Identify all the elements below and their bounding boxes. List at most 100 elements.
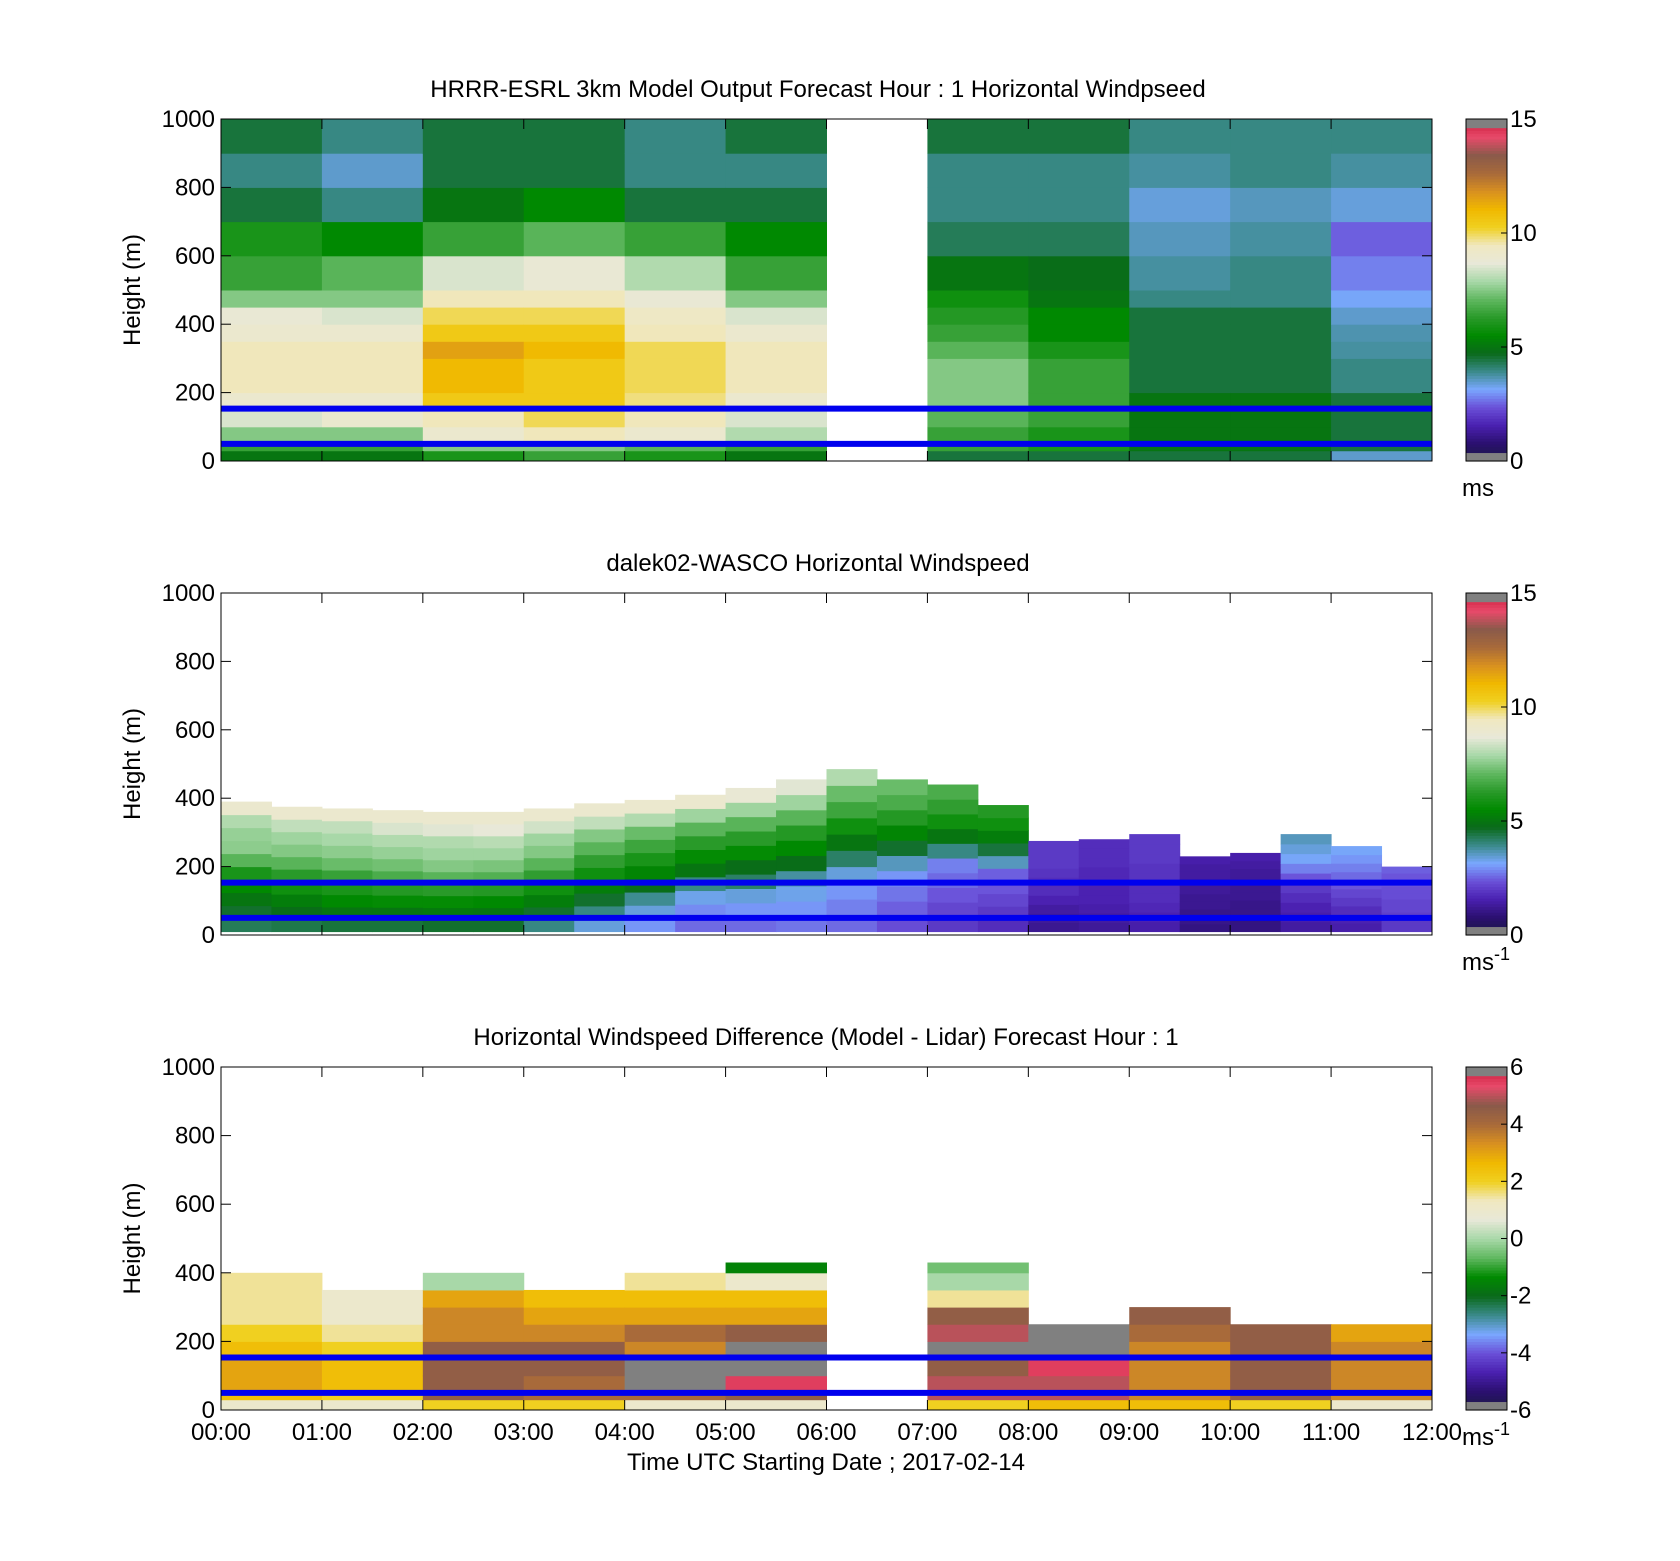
reference-lines — [221, 1354, 1432, 1396]
heatmap-cell — [1331, 119, 1433, 154]
heatmap-cell — [725, 831, 777, 846]
colorbar-swatch — [1466, 215, 1507, 220]
heatmap-cell — [1280, 873, 1332, 884]
colorbar-swatch — [1466, 426, 1507, 431]
heatmap-cell — [523, 307, 626, 325]
colorbar-swatch — [1466, 1378, 1507, 1383]
heatmap-cell — [422, 847, 474, 861]
colorbar-swatch — [1466, 632, 1507, 637]
colorbar-swatch — [1466, 1372, 1507, 1377]
heatmap-cell — [1129, 450, 1231, 462]
heatmap-cell — [1078, 857, 1130, 868]
heatmap-cell — [927, 358, 1029, 394]
heatmap-cell — [776, 885, 827, 902]
colorbar-swatch — [1466, 235, 1507, 240]
heatmap-cell — [523, 833, 575, 846]
heatmap-cell — [321, 1358, 424, 1377]
heatmap-cell — [422, 811, 474, 825]
heatmap-cell — [221, 187, 323, 223]
heatmap-cell — [624, 1375, 727, 1390]
colorbar-swatch — [1466, 738, 1507, 742]
colorbar-swatch — [1466, 641, 1507, 645]
heatmap-cell — [1331, 1399, 1433, 1411]
colorbar-swatch — [1466, 352, 1507, 357]
colorbar-swatch — [1466, 627, 1507, 631]
heatmap-cell — [927, 1358, 1029, 1377]
colorbar-swatch — [1466, 809, 1507, 814]
colorbar-swatch — [1466, 398, 1507, 402]
colorbar-swatch — [1466, 903, 1507, 908]
heatmap-cell — [977, 805, 1029, 819]
heatmap-cell — [1230, 358, 1332, 394]
heatmap-cell — [1331, 221, 1433, 257]
heatmap-cell — [927, 341, 1029, 359]
heatmap-cell — [1280, 921, 1332, 933]
heatmap-cell — [675, 917, 727, 933]
colorbar-swatch — [1466, 455, 1507, 459]
heatmap-cell — [523, 119, 626, 154]
colorbar-swatch — [1466, 409, 1507, 414]
heatmap-cell — [725, 1262, 827, 1274]
colorbar-swatch — [1466, 1098, 1507, 1102]
colorbar-swatch — [1466, 261, 1507, 265]
colorbar-swatch — [1466, 281, 1507, 285]
colorbar-swatch — [1466, 1338, 1507, 1342]
colorbar-tick-label: 5 — [1510, 334, 1523, 361]
y-tick-label: 800 — [175, 648, 215, 675]
colorbar-swatch — [1466, 795, 1507, 799]
heatmap-cell — [574, 816, 626, 830]
colorbar-swatch — [1466, 1129, 1507, 1134]
colorbar-tick-label: 0 — [1510, 922, 1523, 949]
colorbar-swatch — [1466, 1227, 1507, 1231]
colorbar-swatch — [1466, 912, 1507, 916]
colorbar-swatch — [1466, 1381, 1507, 1385]
heatmap-cell — [1331, 153, 1433, 188]
heatmap-cell — [1230, 1375, 1332, 1390]
colorbar-swatch — [1466, 1152, 1507, 1157]
heatmap-cell — [826, 785, 878, 803]
heatmap-cell — [1028, 307, 1130, 325]
heatmap-cell — [977, 817, 1029, 831]
heatmap-cell — [1129, 153, 1231, 188]
colorbar-swatch — [1466, 429, 1507, 434]
y-tick-label: 400 — [175, 311, 215, 338]
heatmap-cell — [574, 918, 626, 933]
heatmap-cell — [1179, 901, 1231, 910]
colorbar-swatch — [1466, 687, 1507, 691]
colorbar-swatch — [1466, 147, 1507, 151]
heatmap-cell — [624, 1307, 727, 1325]
heatmap-cell — [1331, 324, 1433, 342]
colorbar-swatch — [1466, 744, 1507, 748]
colorbar-swatch — [1466, 1364, 1507, 1368]
heatmap-cell — [1230, 892, 1282, 901]
heatmap-cell — [927, 1262, 1029, 1274]
colorbar-swatch — [1466, 1201, 1507, 1205]
y-axis-label: Height (m) — [119, 1182, 146, 1294]
colorbar-swatch — [1466, 1307, 1507, 1311]
colorbar-swatch — [1466, 1261, 1507, 1265]
colorbar-swatch — [1466, 766, 1507, 771]
heatmap-cell — [675, 835, 727, 850]
colorbar-swatch — [1466, 335, 1507, 340]
colorbar-swatch — [1466, 318, 1507, 322]
colorbar-swatch — [1466, 329, 1507, 334]
colorbar-swatch — [1466, 624, 1507, 628]
heatmap-cell — [927, 799, 979, 815]
heatmap-cell — [876, 825, 928, 841]
heatmap-cell — [271, 869, 323, 883]
x-tick-label: 11:00 — [1302, 1419, 1360, 1446]
panel-title: dalek02-WASCO Horizontal Windspeed — [606, 550, 1029, 577]
heatmap-cell — [1331, 255, 1433, 291]
colorbar-swatch — [1466, 1301, 1507, 1305]
colorbar-swatch — [1466, 786, 1507, 791]
heatmap-cell — [1381, 918, 1433, 926]
heatmap-cell — [725, 255, 827, 291]
colorbar-swatch — [1466, 612, 1507, 617]
heatmap-cell — [271, 856, 323, 870]
colorbar-swatch — [1466, 610, 1507, 614]
colorbar-swatch — [1466, 138, 1507, 143]
colorbar-swatch — [1466, 250, 1507, 254]
colorbar-swatch — [1466, 1069, 1507, 1074]
heatmap-cell — [422, 307, 525, 325]
heatmap-cell — [1381, 905, 1433, 913]
